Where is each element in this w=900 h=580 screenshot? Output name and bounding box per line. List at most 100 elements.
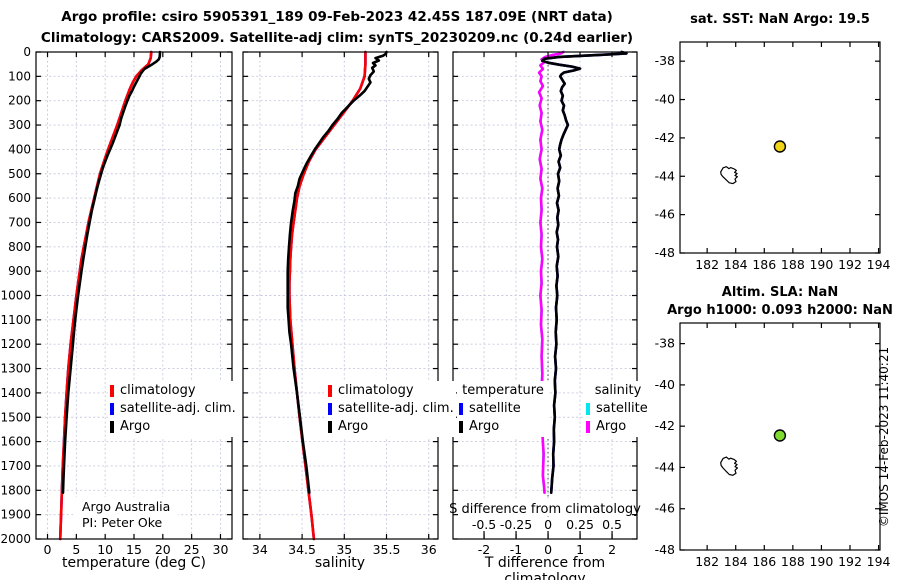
svg-text:900: 900: [8, 264, 31, 278]
svg-text:S difference from climatology: S difference from climatology: [449, 502, 641, 517]
sst_map-argo-position-marker: [773, 140, 787, 153]
argo-s-line-swatch-icon: [586, 421, 590, 433]
attribution-note: Argo Australia PI: Peter Oke: [74, 497, 179, 533]
legend-label: satellite: [596, 401, 648, 416]
svg-text:10: 10: [97, 542, 113, 557]
svg-text:1000: 1000: [0, 289, 31, 303]
svg-text:800: 800: [8, 240, 31, 254]
svg-text:-48: -48: [655, 245, 675, 260]
svg-text:15: 15: [126, 542, 142, 557]
svg-text:192: 192: [838, 257, 862, 272]
legend-row-satellite-adj-clim: satellite-adj. clim.: [110, 400, 236, 418]
svg-text:184: 184: [724, 554, 748, 569]
legend-row-argo: Argo: [586, 418, 650, 436]
svg-text:-42: -42: [655, 418, 675, 433]
satellite-adj-clim-line-swatch-icon: [110, 403, 114, 415]
svg-text:1100: 1100: [0, 313, 31, 327]
svg-text:36: 36: [421, 542, 437, 557]
sst-map-title: sat. SST: NaN Argo: 19.5: [690, 12, 870, 27]
svg-text:25: 25: [184, 542, 200, 557]
legend-label: Argo: [338, 419, 369, 434]
svg-text:35: 35: [336, 542, 352, 557]
svg-text:-0.5: -0.5: [472, 517, 496, 532]
svg-text:700: 700: [8, 215, 31, 229]
argo-t-line-swatch-icon: [459, 421, 463, 433]
sla-map-title: Altim. SLA: NaN Argo h1000: 0.093 h2000:…: [652, 284, 900, 320]
attribution-line2: PI: Peter Oke: [82, 515, 163, 530]
svg-text:0: 0: [544, 517, 552, 532]
svg-text:-1: -1: [510, 542, 522, 557]
svg-text:1800: 1800: [0, 483, 31, 497]
svg-text:1600: 1600: [0, 435, 31, 449]
legend-label: climatology: [120, 383, 196, 398]
s-difference-legend: salinity satellite Argo: [584, 381, 652, 437]
t-difference-legend: temperature satellite Argo: [457, 381, 549, 437]
svg-text:184: 184: [724, 257, 748, 272]
satellite-s-line-swatch-icon: [586, 403, 590, 415]
attribution-line1: Argo Australia: [82, 499, 171, 514]
svg-text:190: 190: [809, 257, 833, 272]
figure-title: Argo profile: csiro 5905391_189 09-Feb-2…: [17, 7, 657, 49]
svg-text:500: 500: [8, 167, 31, 181]
legend-row-argo: Argo: [110, 418, 236, 436]
argo-line-swatch-icon: [328, 421, 332, 433]
svg-text:35.5: 35.5: [373, 542, 401, 557]
salinity-argo-line: [286, 50, 388, 495]
svg-text:5: 5: [72, 542, 80, 557]
legend-row-satellite: satellite: [586, 400, 650, 418]
svg-text:0: 0: [23, 45, 31, 59]
svg-text:-38: -38: [655, 53, 675, 68]
island-outline: [720, 166, 739, 185]
svg-text:-40: -40: [655, 92, 675, 107]
legend-label: satellite: [469, 401, 521, 416]
sla_map-argo-position-marker: [773, 429, 787, 442]
svg-text:-44: -44: [655, 168, 675, 183]
legend-label: Argo: [120, 419, 151, 434]
svg-text:1900: 1900: [0, 508, 31, 522]
svg-text:1400: 1400: [0, 386, 31, 400]
svg-text:-40: -40: [655, 377, 675, 392]
svg-text:1: 1: [576, 542, 584, 557]
temperature-panel: 0 5 10 15 20 25 300100200300400500600700800900…: [0, 45, 233, 557]
satellite-adj-clim-line-swatch-icon: [328, 403, 332, 415]
legend-label: Argo: [469, 419, 500, 434]
svg-text:194: 194: [867, 257, 891, 272]
climatology-line-swatch-icon: [110, 385, 114, 397]
svg-text:600: 600: [8, 191, 31, 205]
svg-text:200: 200: [8, 94, 31, 108]
legend-header-temperature: temperature: [462, 383, 544, 398]
svg-text:182: 182: [695, 257, 719, 272]
svg-text:0.25: 0.25: [566, 517, 594, 532]
temperature-panel-legend: climatology satellite-adj. clim. Argo: [108, 381, 238, 437]
svg-text:188: 188: [781, 257, 805, 272]
svg-text:20: 20: [155, 542, 171, 557]
temperature-axis-label: temperature (deg C): [62, 555, 206, 571]
svg-text:0.5: 0.5: [602, 517, 622, 532]
svg-text:192: 192: [838, 554, 862, 569]
figure-title-line2: Climatology: CARS2009. Satellite-adj cli…: [40, 30, 634, 46]
legend-row-argo: Argo: [459, 418, 547, 436]
difference-argo-s-line: [537, 50, 565, 495]
svg-text:0: 0: [544, 542, 552, 557]
svg-text:186: 186: [752, 257, 776, 272]
svg-text:-44: -44: [655, 459, 675, 474]
svg-text:1700: 1700: [0, 459, 31, 473]
svg-text:186: 186: [752, 554, 776, 569]
svg-text:-48: -48: [655, 542, 675, 557]
temperature-argo-line: [61, 50, 162, 495]
figure-title-line1: Argo profile: csiro 5905391_189 09-Feb-2…: [61, 9, 613, 25]
argo-line-swatch-icon: [110, 421, 114, 433]
svg-text:182: 182: [695, 554, 719, 569]
svg-text:194: 194: [867, 554, 891, 569]
sla_map-panel: 182 184 186 188 190 192 194 -38 -40 -42 -44 -46 -48: [655, 322, 891, 569]
legend-row-climatology: climatology: [328, 382, 454, 400]
legend-row-satellite: satellite: [459, 400, 547, 418]
legend-row-climatology: climatology: [110, 382, 236, 400]
legend-label: satellite-adj. clim.: [338, 401, 454, 416]
svg-text:190: 190: [809, 554, 833, 569]
svg-text:300: 300: [8, 118, 31, 132]
imos-watermark: ©IMOS 14-Feb-2023 11:40:21: [877, 346, 891, 528]
legend-label: Argo: [596, 419, 627, 434]
legend-label: satellite-adj. clim.: [120, 401, 236, 416]
